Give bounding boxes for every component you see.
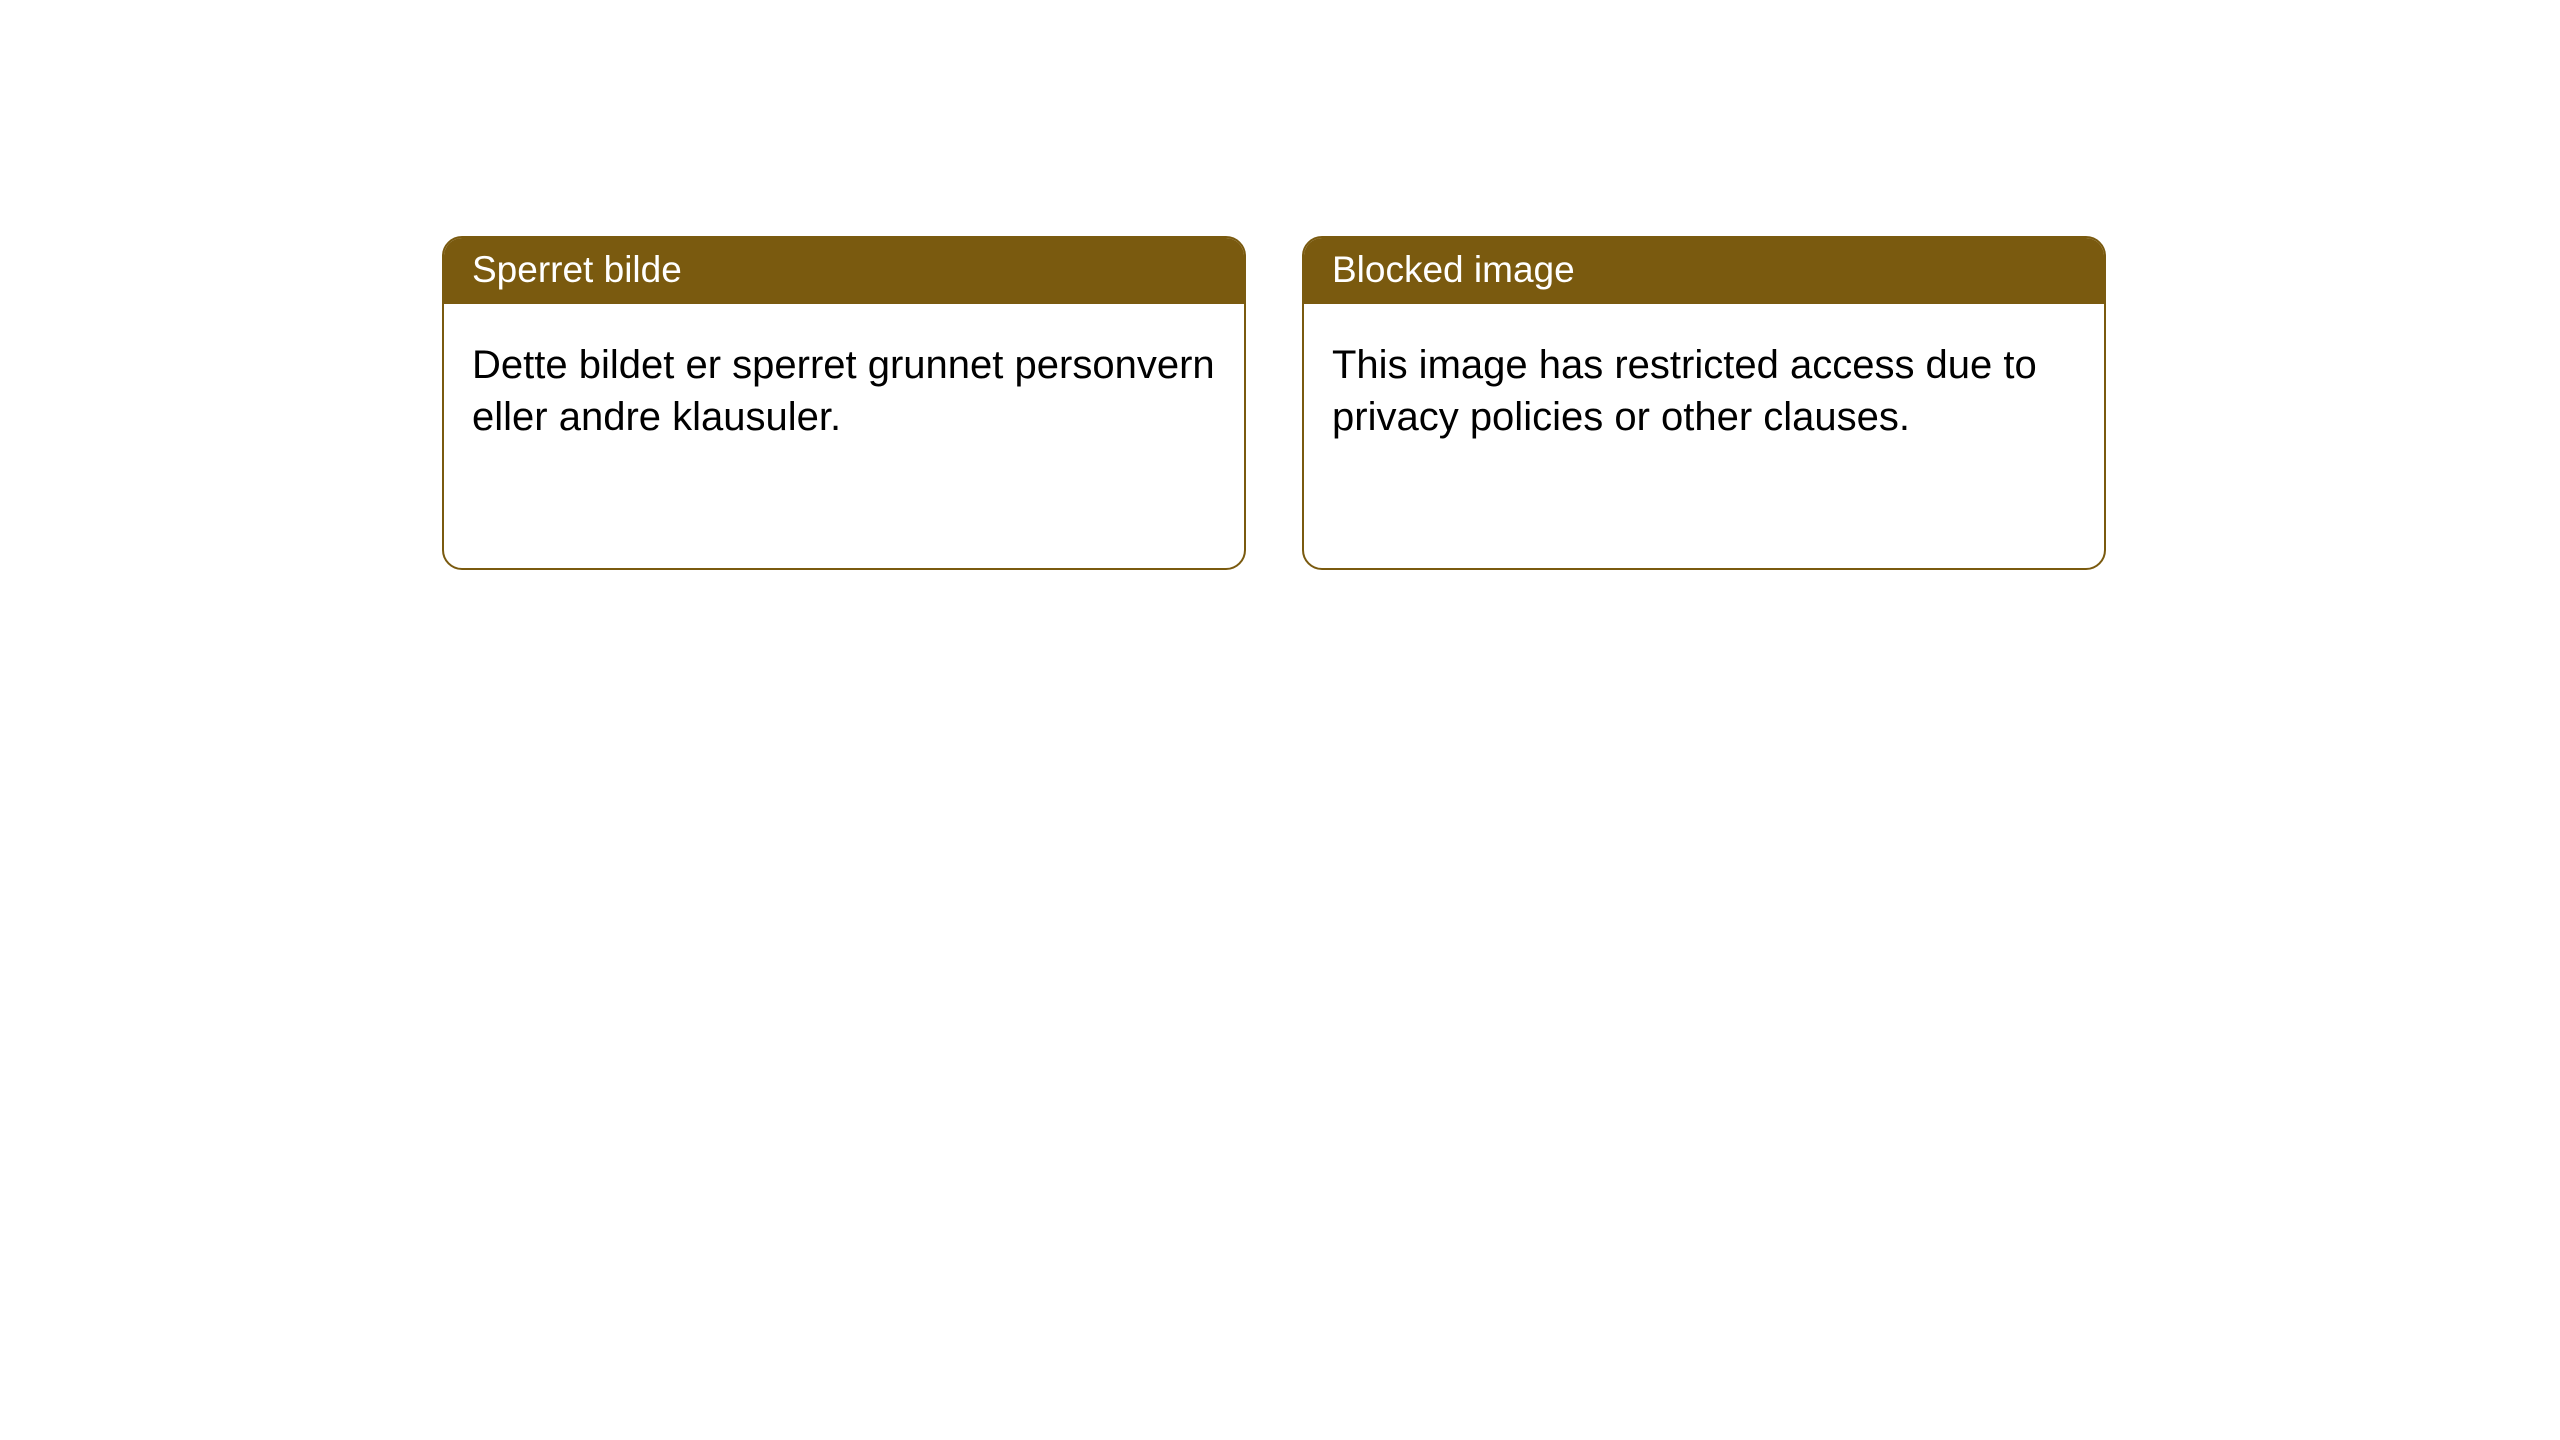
notice-header-no: Sperret bilde [444,238,1244,304]
notice-container: Sperret bilde Dette bildet er sperret gr… [0,0,2560,570]
notice-body-no: Dette bildet er sperret grunnet personve… [444,304,1244,478]
notice-card-no: Sperret bilde Dette bildet er sperret gr… [442,236,1246,570]
notice-card-en: Blocked image This image has restricted … [1302,236,2106,570]
notice-header-en: Blocked image [1304,238,2104,304]
notice-body-en: This image has restricted access due to … [1304,304,2104,478]
